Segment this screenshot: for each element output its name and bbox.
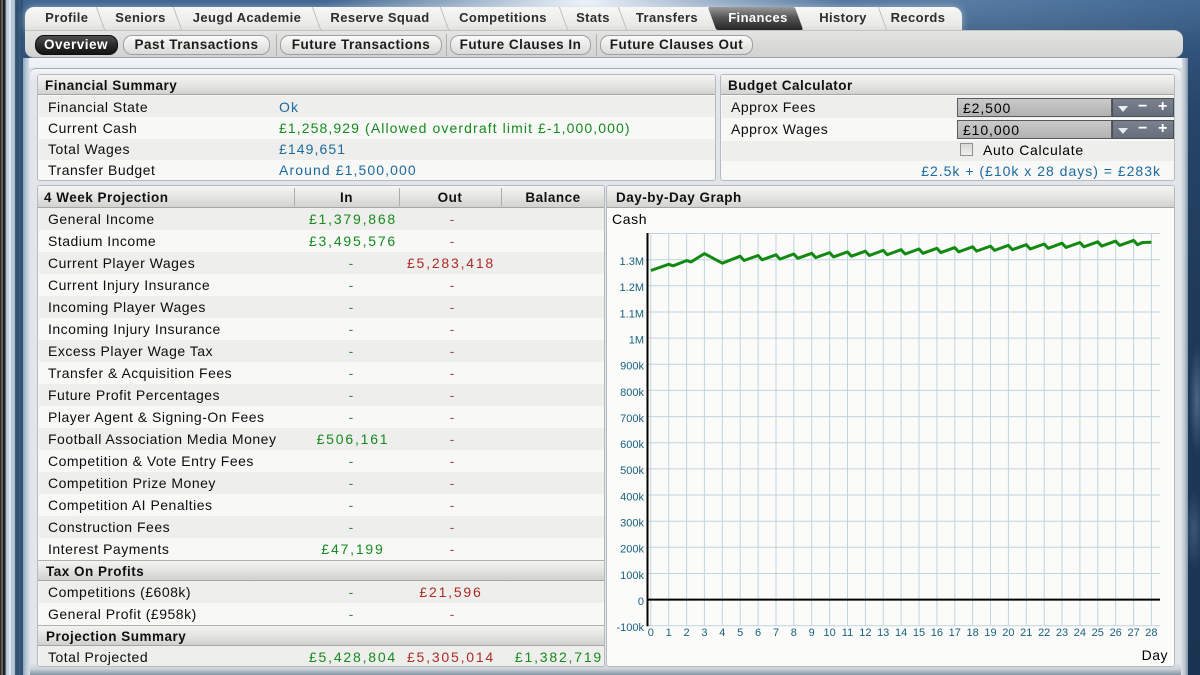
- svg-text:9: 9: [809, 627, 815, 639]
- svg-text:0: 0: [638, 596, 644, 608]
- svg-text:27: 27: [1127, 627, 1139, 639]
- svg-text:17: 17: [949, 627, 961, 639]
- svg-text:4: 4: [719, 627, 725, 639]
- svg-text:1.1M: 1.1M: [620, 308, 644, 320]
- svg-text:300k: 300k: [620, 518, 644, 530]
- svg-text:10: 10: [823, 627, 835, 639]
- svg-text:15: 15: [913, 627, 925, 639]
- svg-text:600k: 600k: [620, 439, 644, 451]
- svg-text:7: 7: [773, 627, 779, 639]
- svg-text:13: 13: [877, 627, 889, 639]
- svg-text:20: 20: [1002, 627, 1014, 639]
- svg-text:2: 2: [684, 627, 690, 639]
- svg-text:14: 14: [895, 627, 907, 639]
- svg-text:1: 1: [666, 627, 672, 639]
- svg-text:26: 26: [1110, 627, 1122, 639]
- svg-text:500k: 500k: [620, 465, 644, 477]
- svg-text:0: 0: [648, 627, 654, 639]
- svg-text:11: 11: [842, 627, 853, 639]
- svg-text:800k: 800k: [620, 387, 644, 399]
- svg-text:12: 12: [859, 627, 871, 639]
- svg-text:1M: 1M: [629, 335, 644, 347]
- svg-text:16: 16: [931, 627, 943, 639]
- svg-text:200k: 200k: [620, 544, 644, 556]
- svg-text:1.3M: 1.3M: [620, 256, 644, 268]
- svg-text:900k: 900k: [620, 361, 644, 373]
- svg-text:19: 19: [984, 627, 996, 639]
- svg-text:6: 6: [755, 627, 761, 639]
- svg-text:22: 22: [1038, 627, 1050, 639]
- svg-text:23: 23: [1056, 627, 1068, 639]
- svg-text:21: 21: [1020, 627, 1032, 639]
- svg-text:-100k: -100k: [616, 622, 644, 634]
- svg-text:5: 5: [737, 627, 743, 639]
- svg-text:28: 28: [1145, 627, 1157, 639]
- svg-text:100k: 100k: [620, 570, 644, 582]
- svg-text:Day: Day: [1142, 647, 1168, 663]
- svg-text:1.2M: 1.2M: [620, 282, 644, 294]
- svg-text:24: 24: [1074, 627, 1086, 639]
- svg-text:8: 8: [791, 627, 797, 639]
- svg-text:700k: 700k: [620, 413, 644, 425]
- svg-text:18: 18: [966, 627, 978, 639]
- svg-text:3: 3: [701, 627, 707, 639]
- svg-text:400k: 400k: [620, 491, 644, 503]
- svg-text:25: 25: [1092, 627, 1104, 639]
